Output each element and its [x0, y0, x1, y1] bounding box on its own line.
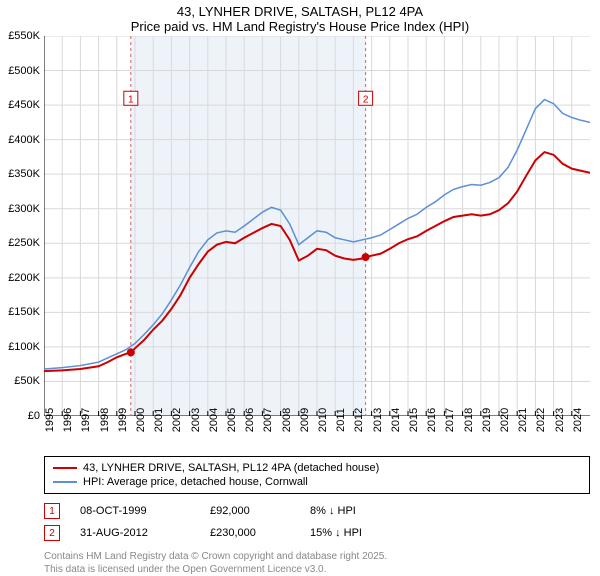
- x-tick-label: 1997: [80, 408, 92, 432]
- x-tick-label: 2001: [153, 408, 165, 432]
- x-tick-label: 2013: [372, 408, 384, 432]
- legend-label: HPI: Average price, detached house, Corn…: [83, 476, 308, 488]
- y-tick-label: £450K: [8, 99, 40, 111]
- legend-item: 43, LYNHER DRIVE, SALTASH, PL12 4PA (det…: [53, 461, 581, 475]
- annotation-table: 1 08-OCT-1999 £92,000 8% ↓ HPI 2 31-AUG-2012 £…: [44, 500, 590, 544]
- title-subtitle: Price paid vs. HM Land Registry's House …: [0, 19, 600, 34]
- x-tick-label: 1999: [117, 408, 129, 432]
- annotation-date: 31-AUG-2012: [80, 527, 190, 539]
- annotation-date: 08-OCT-1999: [80, 505, 190, 517]
- x-tick-label: 2023: [554, 408, 566, 432]
- chart-container: 43, LYNHER DRIVE, SALTASH, PL12 4PA Pric…: [0, 0, 600, 560]
- x-tick-label: 2018: [463, 408, 475, 432]
- annotation-row: 2 31-AUG-2012 £230,000 15% ↓ HPI: [44, 522, 590, 544]
- annotation-row: 1 08-OCT-1999 £92,000 8% ↓ HPI: [44, 500, 590, 522]
- annotation-price: £92,000: [210, 505, 290, 517]
- annotation-delta: 8% ↓ HPI: [310, 505, 356, 517]
- x-tick-label: 2020: [499, 408, 511, 432]
- svg-text:1: 1: [128, 94, 134, 105]
- x-tick-label: 2007: [262, 408, 274, 432]
- x-tick-label: 2010: [317, 408, 329, 432]
- annotation-price: £230,000: [210, 527, 290, 539]
- x-tick-label: 2024: [572, 408, 584, 432]
- y-tick-label: £350K: [8, 168, 40, 180]
- x-tick-label: 2012: [353, 408, 365, 432]
- legend-item: HPI: Average price, detached house, Corn…: [53, 475, 581, 489]
- title-block: 43, LYNHER DRIVE, SALTASH, PL12 4PA Pric…: [0, 0, 600, 36]
- annotation-marker: 2: [44, 525, 60, 541]
- footer-line1: Contains HM Land Registry data © Crown c…: [44, 550, 590, 563]
- x-tick-label: 1998: [99, 408, 111, 432]
- x-tick-label: 2017: [444, 408, 456, 432]
- y-tick-label: £550K: [8, 30, 40, 42]
- x-tick-label: 2000: [135, 408, 147, 432]
- x-tick-label: 2011: [335, 408, 347, 432]
- legend-label: 43, LYNHER DRIVE, SALTASH, PL12 4PA (det…: [83, 462, 379, 474]
- x-tick-label: 2006: [244, 408, 256, 432]
- x-tick-label: 2021: [517, 408, 529, 432]
- x-tick-label: 2022: [535, 408, 547, 432]
- y-tick-label: £150K: [8, 306, 40, 318]
- x-tick-label: 1995: [44, 408, 56, 432]
- x-tick-label: 2002: [171, 408, 183, 432]
- chart-area: 12 £0£50K£100K£150K£200K£250K£300K£350K£…: [44, 36, 590, 416]
- y-tick-label: £50K: [14, 375, 40, 387]
- footer-line2: This data is licensed under the Open Gov…: [44, 563, 590, 576]
- y-tick-label: £400K: [8, 134, 40, 146]
- x-tick-label: 2009: [299, 408, 311, 432]
- annotation-delta: 15% ↓ HPI: [310, 527, 362, 539]
- legend-swatch: [53, 481, 77, 483]
- x-tick-label: 2004: [208, 408, 220, 432]
- x-tick-label: 2015: [408, 408, 420, 432]
- svg-text:2: 2: [363, 94, 369, 105]
- x-tick-label: 1996: [62, 408, 74, 432]
- legend-swatch: [53, 467, 77, 469]
- x-tick-label: 2016: [426, 408, 438, 432]
- y-tick-label: £200K: [8, 272, 40, 284]
- x-tick-label: 2019: [481, 408, 493, 432]
- x-axis-labels: 1995199619971998199920002001200220032004…: [44, 416, 590, 452]
- annotation-marker: 1: [44, 503, 60, 519]
- x-tick-label: 2003: [190, 408, 202, 432]
- chart-svg: 12: [44, 36, 590, 416]
- y-tick-label: £100K: [8, 341, 40, 353]
- title-address: 43, LYNHER DRIVE, SALTASH, PL12 4PA: [0, 4, 600, 19]
- x-tick-label: 2008: [281, 408, 293, 432]
- legend: 43, LYNHER DRIVE, SALTASH, PL12 4PA (det…: [44, 456, 590, 494]
- footer: Contains HM Land Registry data © Crown c…: [44, 550, 590, 576]
- y-tick-label: £500K: [8, 65, 40, 77]
- y-tick-label: £250K: [8, 237, 40, 249]
- y-tick-label: £300K: [8, 203, 40, 215]
- x-tick-label: 2014: [390, 408, 402, 432]
- x-tick-label: 2005: [226, 408, 238, 432]
- y-tick-label: £0: [28, 410, 40, 422]
